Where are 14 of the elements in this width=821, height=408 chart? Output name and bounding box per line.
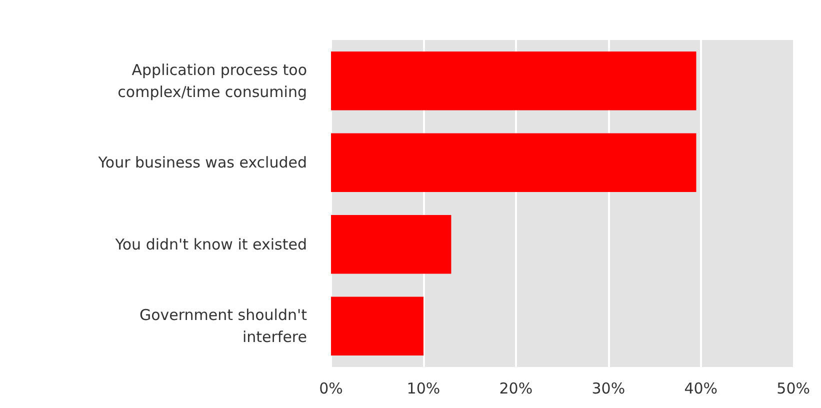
bar xyxy=(331,296,424,356)
x-tick-label: 0% xyxy=(319,380,343,398)
bar xyxy=(331,51,696,110)
x-tick-label: 20% xyxy=(499,380,533,398)
bar xyxy=(331,214,452,274)
y-tick-label: Application process too complex/time consuming xyxy=(118,60,307,101)
x-tick-label: 30% xyxy=(592,380,626,398)
y-tick-label: You didn't know it existed xyxy=(114,235,307,254)
x-tick-label: 40% xyxy=(684,380,718,398)
y-tick-label: Your business was excluded xyxy=(97,154,307,172)
x-tick-label: 10% xyxy=(406,380,440,398)
bar xyxy=(331,133,696,192)
x-tick-label: 50% xyxy=(776,380,810,398)
y-tick-label: Government shouldn't interfere xyxy=(139,306,308,346)
